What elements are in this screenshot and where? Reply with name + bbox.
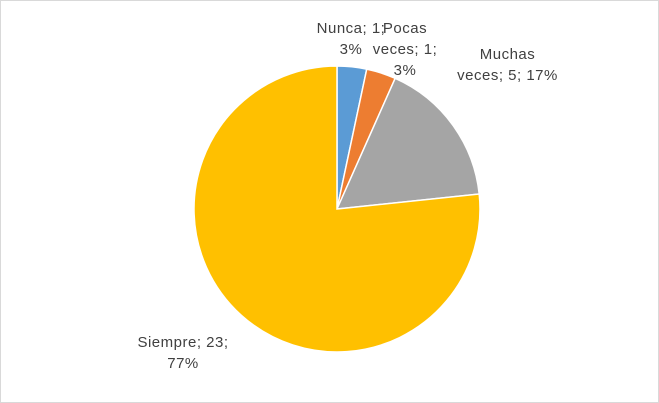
data-label: Muchas veces; 5; 17% [457, 46, 558, 84]
pie-slice [193, 65, 481, 353]
pie-slice [335, 77, 481, 210]
data-label: Siempre; 23; 77% [137, 334, 229, 372]
data-label: Nunca; 1; 3% [316, 20, 386, 58]
data-label: Pocas veces; 1; 3% [372, 20, 438, 79]
